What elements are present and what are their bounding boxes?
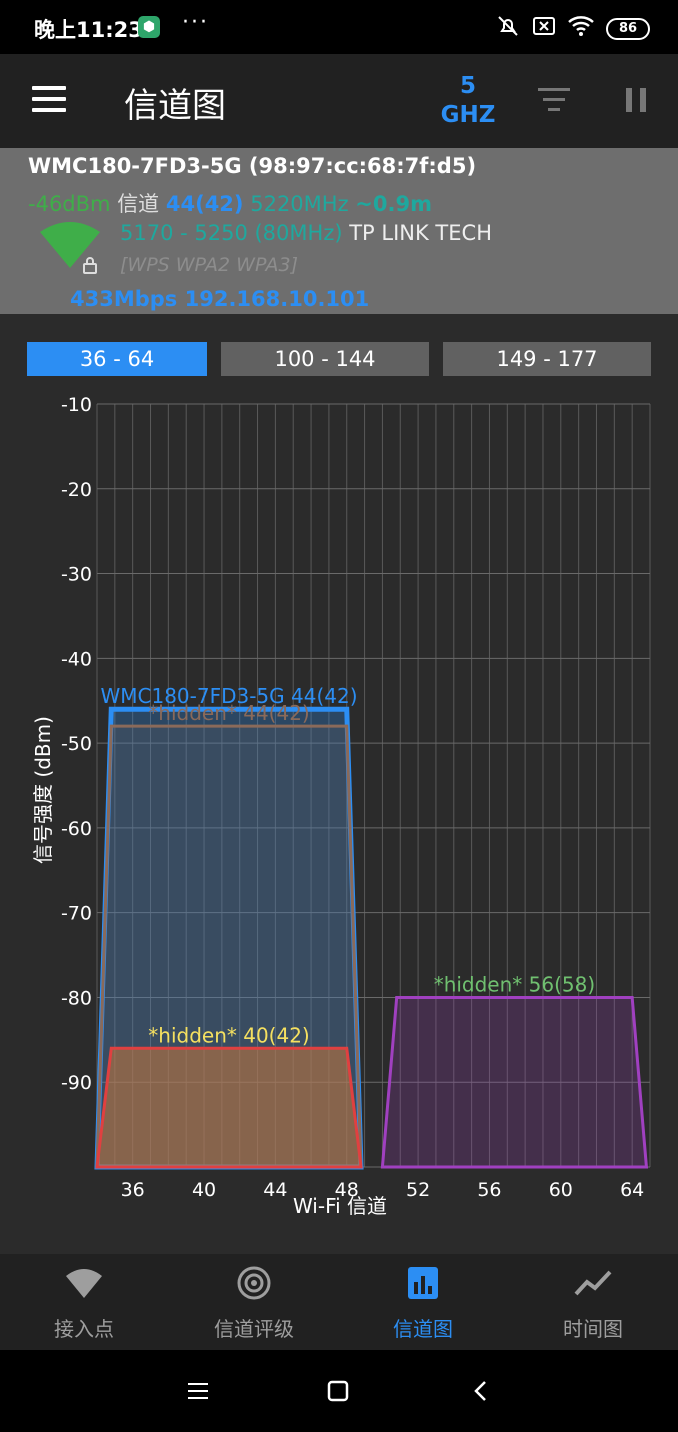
x-tick-label: 48	[335, 1179, 359, 1201]
status-time: 晚上11:23	[34, 18, 143, 42]
series-label: *hidden* 40(42)	[148, 1023, 309, 1047]
radar-icon	[237, 1266, 271, 1300]
ap-signal: -46dBm	[28, 192, 111, 216]
y-tick-label: -50	[61, 733, 92, 755]
y-tick-label: -80	[61, 987, 92, 1009]
recents-menu-icon[interactable]	[188, 1381, 210, 1401]
x-tick-label: 64	[620, 1179, 644, 1201]
nav-label-channel-graph: 信道图	[393, 1317, 453, 1341]
pause-icon[interactable]	[626, 88, 648, 112]
page-title: 信道图	[124, 86, 226, 126]
series-area[interactable]	[380, 995, 649, 1169]
y-tick-label: -40	[61, 648, 92, 670]
home-icon[interactable]	[327, 1380, 349, 1402]
y-axis-ticks: -10 -20 -30 -40 -50 -60 -70 -80 -90	[61, 394, 92, 1094]
x-axis-label: Wi-Fi 信道	[293, 1194, 387, 1218]
y-axis-label: 信号强度 (dBm)	[31, 716, 55, 864]
system-navigation-bar	[0, 1350, 678, 1432]
ap-frequency-range: 5170 - 5250 (80MHz)	[120, 221, 343, 245]
nav-label-access-points: 接入点	[54, 1317, 114, 1341]
tab-range-100-144[interactable]: 100 - 144	[221, 342, 429, 376]
ap-signal-line: -46dBm 信道 44(42) 5220MHz ~0.9m	[28, 188, 432, 218]
bar-chart-icon	[408, 1267, 438, 1299]
series-label: *hidden* 56(58)	[434, 972, 595, 996]
ap-security: [WPS WPA2 WPA3]	[120, 254, 298, 276]
ap-vendor: TP LINK TECH	[349, 221, 492, 245]
series-labels: WMC180-7FD3-5G 44(42)*hidden* 44(42) *hid…	[100, 684, 595, 1047]
tab-range-36-64[interactable]: 36 - 64	[27, 342, 207, 376]
status-icons: 86	[496, 14, 650, 43]
x-tick-label: 56	[477, 1179, 501, 1201]
ap-distance: ~0.9m	[355, 192, 432, 216]
y-tick-label: -20	[61, 479, 92, 501]
band-unit: GHZ	[440, 102, 496, 128]
y-tick-label: -60	[61, 818, 92, 840]
ap-frequency: 5220MHz	[250, 192, 349, 216]
app-bar: 信道图 5 GHZ	[0, 54, 678, 148]
ap-ssid: WMC180-7FD3-5G (98:97:cc:68:7f:d5)	[28, 154, 477, 178]
series-label: WMC180-7FD3-5G 44(42)	[100, 684, 357, 708]
notification-app-icon: ⬢	[138, 16, 160, 38]
wifi-signal-icon	[40, 222, 100, 268]
menu-icon[interactable]	[32, 86, 66, 112]
series-areas	[94, 706, 649, 1170]
nav-label-channel-rating: 信道评级	[214, 1317, 294, 1341]
x-axis-ticks: 36 40 44 48 52 56 60 64	[121, 1179, 645, 1201]
ap-link-info: 433Mbps 192.168.10.101	[70, 287, 370, 311]
x-tick-label: 60	[549, 1179, 573, 1201]
x-tick-label: 52	[406, 1179, 430, 1201]
series-area[interactable]	[95, 1046, 363, 1169]
back-icon[interactable]	[472, 1380, 490, 1402]
sim-off-icon	[532, 15, 556, 42]
x-tick-label: 44	[263, 1179, 287, 1201]
filter-icon[interactable]	[538, 88, 570, 118]
status-bar: 晚上11:23 ⬢ ··· 86	[0, 0, 678, 54]
x-tick-label: 36	[121, 1179, 145, 1201]
ap-channel-label: 信道	[117, 192, 160, 216]
channel-graph[interactable]: -10 -20 -30 -40 -50 -60 -70 -80 -90 36 40 44 48 52 56…	[0, 390, 678, 1220]
line-graph-icon	[574, 1270, 612, 1296]
status-more-dots: ···	[182, 10, 209, 35]
wifi-status-icon	[568, 15, 594, 42]
bottom-navigation: 接入点 信道评级 信道图 时间图	[0, 1254, 678, 1350]
nav-access-points[interactable]: 接入点	[9, 1266, 159, 1342]
wifi-icon	[66, 1269, 102, 1298]
mute-icon	[496, 14, 520, 43]
ap-channel: 44(42)	[165, 192, 244, 216]
y-tick-label: -30	[61, 564, 92, 586]
tab-range-149-177[interactable]: 149 - 177	[443, 342, 651, 376]
nav-channel-graph[interactable]: 信道图	[348, 1266, 498, 1342]
nav-label-time-graph: 时间图	[563, 1317, 623, 1341]
nav-channel-rating[interactable]: 信道评级	[179, 1266, 329, 1342]
x-tick-label: 40	[192, 1179, 216, 1201]
nav-time-graph[interactable]: 时间图	[518, 1266, 668, 1342]
ap-range-line: 5170 - 5250 (80MHz) TP LINK TECH	[120, 221, 492, 245]
lock-icon	[83, 257, 97, 274]
y-tick-label: -90	[61, 1072, 92, 1094]
y-tick-label: -70	[61, 903, 92, 925]
band-number: 5	[459, 73, 476, 99]
y-tick-label: -10	[61, 394, 92, 416]
series-label: *hidden* 44(42)	[148, 701, 309, 725]
battery-indicator: 86	[606, 17, 650, 40]
channel-range-tabs: 36 - 64 100 - 144 149 - 177	[27, 342, 651, 376]
connected-ap-panel[interactable]: WMC180-7FD3-5G (98:97:cc:68:7f:d5) -46dB…	[0, 148, 678, 314]
plot-area	[97, 404, 650, 1167]
band-toggle-button[interactable]: 5 GHZ	[438, 72, 498, 130]
